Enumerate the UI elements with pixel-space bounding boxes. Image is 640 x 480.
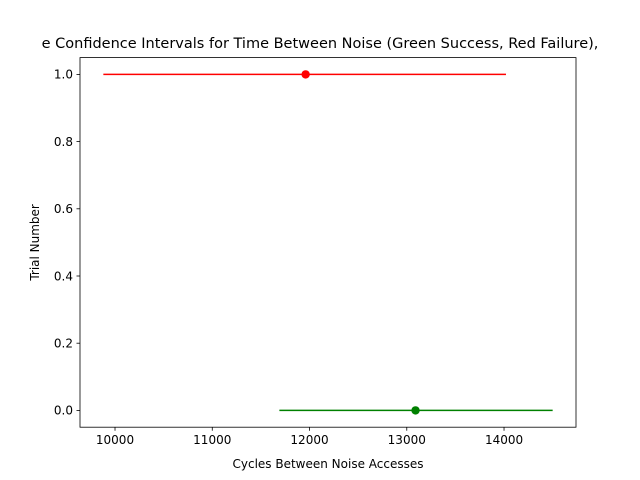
x-tick-label: 10000 [96, 433, 134, 447]
y-axis-label: Trial Number [28, 204, 42, 282]
x-tick-label: 12000 [290, 433, 328, 447]
y-tick-label: 1.0 [54, 68, 73, 82]
chart-title: e Confidence Intervals for Time Between … [42, 36, 599, 52]
mean-point-trial-0 [411, 406, 420, 415]
x-tick-label: 13000 [388, 433, 426, 447]
x-axis-label: Cycles Between Noise Accesses [233, 457, 424, 471]
x-axis-ticks: 10000 11000 12000 13000 14000 [96, 427, 523, 447]
x-tick-label: 14000 [485, 433, 523, 447]
y-tick-label: 0.6 [54, 202, 73, 216]
plot-content [103, 70, 553, 415]
y-tick-label: 0.8 [54, 135, 73, 149]
mean-point-trial-1 [301, 70, 310, 79]
y-tick-label: 0.0 [54, 404, 73, 418]
x-tick-label: 11000 [193, 433, 231, 447]
y-tick-label: 0.4 [54, 269, 73, 283]
y-axis-ticks: 0.0 0.2 0.4 0.6 0.8 1.0 [54, 68, 80, 418]
y-tick-label: 0.2 [54, 337, 73, 351]
plot-area-frame [79, 57, 577, 428]
